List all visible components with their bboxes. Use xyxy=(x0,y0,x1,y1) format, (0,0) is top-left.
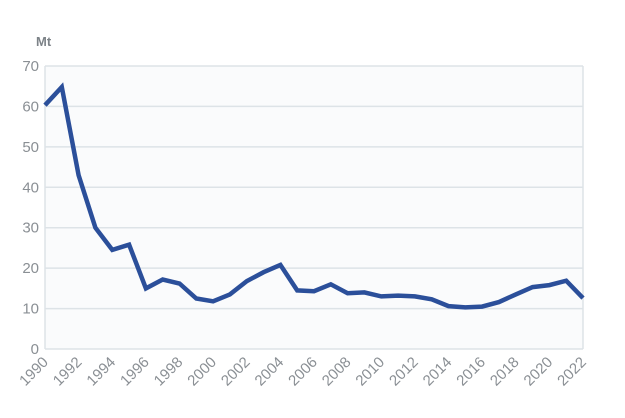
x-tick-label: 1996 xyxy=(117,354,153,390)
x-tick-label: 2022 xyxy=(554,354,590,390)
y-tick-label: 60 xyxy=(22,98,39,115)
y-tick-label: 40 xyxy=(22,179,39,196)
series-line xyxy=(43,82,585,310)
x-tick-label: 1994 xyxy=(83,354,119,390)
y-tick-label: 30 xyxy=(22,220,39,237)
plot-area xyxy=(45,66,583,349)
y-tick-label: 10 xyxy=(22,301,39,318)
x-tick-label: 2006 xyxy=(285,354,321,390)
x-tick-label: 2018 xyxy=(487,354,523,390)
x-tick-label: 2014 xyxy=(420,354,456,390)
y-axis-label: Mt xyxy=(36,34,52,49)
y-tick-label: 50 xyxy=(22,139,39,156)
x-tick-label: 2008 xyxy=(319,354,355,390)
x-tick-label: 2020 xyxy=(521,354,557,390)
x-tick-label: 2002 xyxy=(218,354,254,390)
x-tick-label: 2000 xyxy=(184,354,220,390)
x-tick-label: 2016 xyxy=(453,354,489,390)
x-tick-label: 2004 xyxy=(252,354,288,390)
x-tick-label: 1998 xyxy=(151,354,187,390)
y-tick-label: 0 xyxy=(31,341,39,358)
x-tick-label: 2012 xyxy=(386,354,422,390)
y-tick-label: 20 xyxy=(22,260,39,277)
y-tick-label: 70 xyxy=(22,58,39,75)
x-tick-label: 2010 xyxy=(352,354,388,390)
x-tick-label: 1990 xyxy=(16,354,52,390)
x-tick-label: 1992 xyxy=(50,354,86,390)
